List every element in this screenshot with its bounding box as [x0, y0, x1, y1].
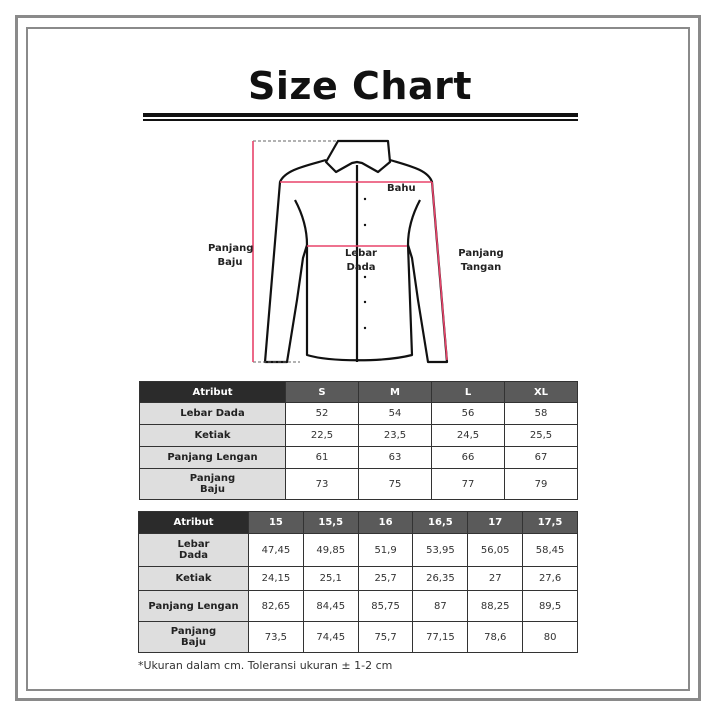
table-cell: 56,05	[467, 533, 524, 567]
column-header: 17	[467, 511, 524, 534]
label-bahu: Bahu	[387, 183, 416, 194]
row-attribute: Panjang Baju	[139, 468, 286, 500]
panjang-tangan-line	[431, 181, 448, 361]
size-table-letter: Atribut S M L XL Lebar Dada 52 54 56 58 Ketiak 22,…	[139, 381, 578, 500]
table-cell: 77	[431, 468, 505, 500]
title-rule-bottom	[143, 119, 578, 121]
column-header: 16	[357, 511, 414, 534]
table-cell: 24,5	[431, 424, 505, 447]
column-header: 15	[248, 511, 304, 534]
table-cell: 73	[285, 468, 359, 500]
table-cell: 51,9	[357, 533, 414, 567]
table-header-row: Atribut S M L XL	[139, 381, 578, 403]
table-cell: 84,45	[302, 590, 359, 622]
shirt-diagram	[252, 139, 449, 364]
guide-lines	[253, 140, 338, 363]
table-cell: 89,5	[522, 590, 578, 622]
table-cell: 27	[467, 566, 524, 591]
title-rule-top	[143, 113, 578, 117]
buttons	[363, 197, 367, 330]
table-cell: 54	[358, 402, 432, 425]
shirt-outline	[263, 139, 449, 364]
row-attribute: Lebar Dada	[139, 402, 286, 425]
table-cell: 26,35	[412, 566, 469, 591]
measure-lines	[252, 141, 448, 362]
table-row: Ketiak 22,5 23,5 24,5 25,5	[139, 424, 578, 447]
label-panjang-tangan: Panjang Tangan	[458, 248, 504, 273]
table-cell: 80	[522, 621, 578, 653]
table-cell: 56	[431, 402, 505, 425]
table-cell: 22,5	[285, 424, 359, 447]
column-header: 15,5	[302, 511, 359, 534]
table-cell: 87	[412, 590, 469, 622]
row-attribute: Ketiak	[138, 566, 249, 591]
footnote: *Ukuran dalam cm. Toleransi ukuran ± 1-2…	[138, 659, 393, 672]
table-cell: 75	[358, 468, 432, 500]
table-cell: 77,15	[412, 621, 469, 653]
table-cell: 85,75	[357, 590, 414, 622]
table-cell: 47,45	[248, 533, 304, 567]
row-attribute: Lebar Dada	[138, 533, 249, 567]
column-header: Atribut	[139, 381, 286, 403]
table-cell: 49,85	[302, 533, 359, 567]
column-header: 16,5	[412, 511, 469, 534]
size-table-collar: Atribut 15 15,5 16 16,5 17 17,5 Lebar Dada 47,45…	[138, 511, 578, 653]
table-cell: 73,5	[248, 621, 304, 653]
table-cell: 66	[431, 446, 505, 469]
table-cell: 24,15	[248, 566, 304, 591]
column-header: S	[285, 381, 359, 403]
outer-frame	[15, 15, 701, 701]
inner-frame	[26, 27, 690, 691]
table-cell: 78,6	[467, 621, 524, 653]
table-row: Lebar Dada 47,45 49,85 51,9 53,95 56,05 58,45	[138, 533, 578, 567]
table-cell: 88,25	[467, 590, 524, 622]
column-header: XL	[504, 381, 578, 403]
row-attribute: Panjang Baju	[138, 621, 249, 653]
table-cell: 67	[504, 446, 578, 469]
row-attribute: Panjang Lengan	[138, 590, 249, 622]
column-header: M	[358, 381, 432, 403]
table-row: Panjang Lengan 61 63 66 67	[139, 446, 578, 469]
table-cell: 79	[504, 468, 578, 500]
table-row: Panjang Lengan 82,65 84,45 85,75 87 88,25 89,5	[138, 590, 578, 622]
column-header: 17,5	[522, 511, 578, 534]
table-header-row: Atribut 15 15,5 16 16,5 17 17,5	[138, 511, 578, 534]
table-cell: 63	[358, 446, 432, 469]
column-header: Atribut	[138, 511, 249, 534]
table-cell: 25,1	[302, 566, 359, 591]
table-cell: 52	[285, 402, 359, 425]
table-cell: 58,45	[522, 533, 578, 567]
table-cell: 58	[504, 402, 578, 425]
table-cell: 25,5	[504, 424, 578, 447]
table-cell: 75,7	[357, 621, 414, 653]
table-cell: 61	[285, 446, 359, 469]
table-row: Panjang Baju 73 75 77 79	[139, 468, 578, 500]
table-cell: 74,45	[302, 621, 359, 653]
label-lebar-dada: Lebar Dada	[345, 248, 377, 273]
table-cell: 23,5	[358, 424, 432, 447]
table-cell: 82,65	[248, 590, 304, 622]
table-cell: 53,95	[412, 533, 469, 567]
label-panjang-baju: Panjang Baju	[208, 243, 254, 268]
page-title: Size Chart	[247, 64, 472, 108]
row-attribute: Panjang Lengan	[139, 446, 286, 469]
row-attribute: Ketiak	[139, 424, 286, 447]
table-cell: 25,7	[357, 566, 414, 591]
table-row: Panjang Baju 73,5 74,45 75,7 77,15 78,6 80	[138, 621, 578, 653]
table-row: Lebar Dada 52 54 56 58	[139, 402, 578, 425]
column-header: L	[431, 381, 505, 403]
table-row: Ketiak 24,15 25,1 25,7 26,35 27 27,6	[138, 566, 578, 591]
table-cell: 27,6	[522, 566, 578, 591]
